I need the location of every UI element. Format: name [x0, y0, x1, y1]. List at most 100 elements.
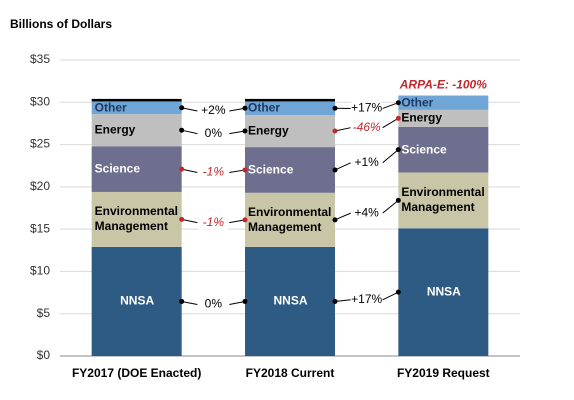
segment-label: NNSA — [120, 293, 155, 308]
bar-segment — [245, 114, 335, 148]
segment-label: Energy — [94, 122, 136, 137]
connector — [229, 130, 246, 135]
connector — [334, 212, 351, 221]
bar-segment — [245, 147, 335, 193]
change-label-bg — [351, 292, 382, 307]
x-tick-label: FY2017 (DOE Enacted) — [72, 366, 201, 380]
connector — [181, 107, 198, 112]
bar-segment — [91, 98, 182, 102]
bar-segment — [245, 101, 335, 115]
bar-segment — [91, 191, 182, 247]
segment-label: NNSA — [426, 284, 461, 299]
bar-segment — [245, 98, 335, 102]
bar-segment — [398, 228, 489, 356]
x-tick-label: FY2019 Request — [397, 366, 490, 380]
connector-dot — [242, 105, 248, 111]
connector-dot — [242, 298, 248, 304]
change-label: +1% — [354, 155, 379, 169]
change-label-bg — [351, 206, 382, 221]
connector — [334, 299, 351, 302]
bar-segment — [398, 109, 489, 127]
connector-dot — [332, 128, 338, 134]
change-label-bg — [198, 103, 229, 118]
connector-dot — [179, 298, 185, 304]
segment-label: Other — [94, 100, 127, 115]
y-tick-label: $5 — [37, 306, 51, 320]
y-axis-title: Billions of Dollars — [10, 17, 112, 31]
segment-label: Other — [401, 95, 434, 110]
change-label-bg — [351, 101, 382, 116]
connector-dot — [395, 289, 401, 295]
change-label: 0% — [205, 126, 223, 140]
change-label: +4% — [354, 205, 379, 219]
y-tick-label: $35 — [30, 52, 50, 66]
connector-dot — [395, 115, 401, 121]
connector — [382, 200, 399, 214]
connector-dot — [242, 217, 248, 223]
bar-segment — [398, 126, 489, 173]
y-tick-label: $0 — [37, 348, 51, 362]
connector-dot — [179, 105, 185, 111]
connector — [229, 300, 246, 305]
segment-label: NNSA — [273, 293, 308, 308]
segment-label: Science — [248, 162, 294, 177]
segment-label: Environmental Management — [401, 185, 485, 215]
connector — [181, 168, 198, 174]
y-tick-label: $20 — [30, 179, 50, 193]
connector-dot — [395, 197, 401, 203]
connector-dot — [332, 298, 338, 304]
connector-dot — [179, 216, 185, 222]
change-label: ARPA-E: -100% — [399, 78, 487, 92]
connector — [382, 117, 399, 129]
connector — [229, 107, 246, 112]
connector — [382, 149, 399, 164]
change-label-bg — [198, 297, 229, 312]
connector — [229, 219, 246, 224]
change-label: -1% — [203, 215, 225, 229]
bar-segment — [398, 172, 489, 229]
x-tick-label: FY2018 Current — [246, 366, 335, 380]
connector — [181, 129, 198, 135]
connector-dot — [179, 166, 185, 172]
segment-label: Energy — [401, 110, 443, 125]
y-tick-label: $15 — [30, 221, 50, 235]
connector — [181, 300, 198, 305]
bar-segment — [91, 246, 182, 356]
segment-label: Other — [248, 100, 281, 115]
bar-segment — [91, 114, 182, 147]
change-label: 0% — [205, 297, 223, 311]
connector — [181, 218, 198, 224]
connector-dot — [332, 167, 338, 173]
change-label-bg — [198, 126, 229, 141]
connector — [229, 169, 246, 174]
connector — [382, 102, 399, 109]
y-tick-label: $10 — [30, 264, 50, 278]
connector-dot — [242, 128, 248, 134]
segment-label: Energy — [248, 123, 289, 138]
bar-segment — [245, 192, 335, 247]
connector-dot — [332, 217, 338, 223]
connector-dot — [332, 105, 338, 111]
segment-label: Environmental Management — [94, 204, 179, 234]
connector-dot — [179, 127, 185, 133]
segment-label: Science — [401, 142, 447, 157]
connector — [382, 291, 399, 301]
change-label: -1% — [203, 165, 225, 179]
change-label: +17% — [351, 292, 382, 306]
change-label-bg — [351, 120, 382, 135]
connector-dot — [395, 100, 401, 106]
bar-segment — [91, 146, 182, 192]
bar-segment — [245, 246, 335, 356]
segment-label: Environmental Management — [248, 204, 332, 234]
change-label: -46% — [353, 120, 381, 134]
connector-dot — [242, 167, 248, 173]
connector — [334, 127, 351, 132]
bar-segment — [398, 95, 489, 110]
connector-dot — [395, 147, 401, 153]
bar-segment — [91, 101, 182, 115]
change-label: +2% — [201, 103, 226, 117]
change-label-bg — [351, 155, 382, 170]
segment-label: Science — [94, 161, 141, 176]
